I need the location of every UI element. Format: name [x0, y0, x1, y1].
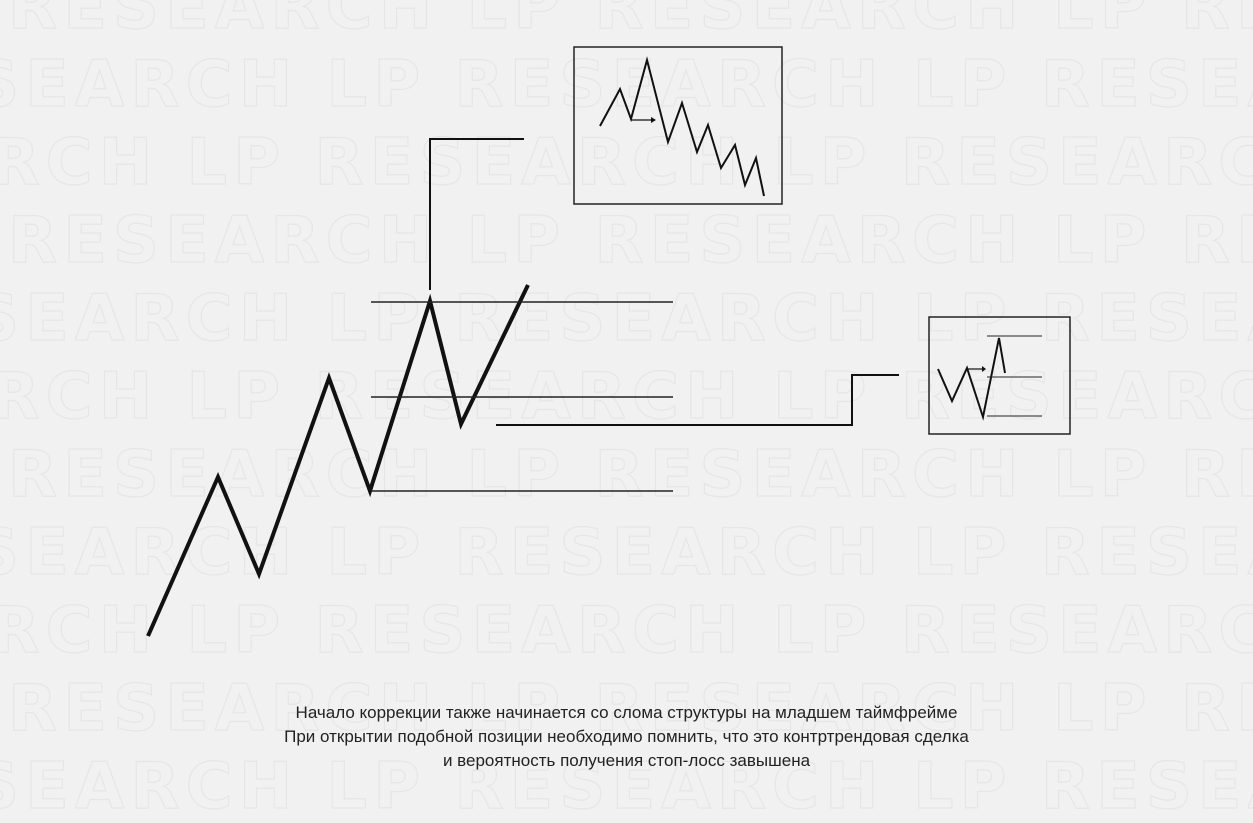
caption-block: Начало коррекции также начинается со сло… — [0, 701, 1253, 773]
inset-top-arrow-head — [651, 117, 656, 123]
main-price-zigzag — [146, 284, 530, 637]
connector-top — [429, 138, 524, 290]
connector-right — [496, 374, 899, 426]
inset-right-zigzag — [937, 337, 1006, 421]
inset-top-frame — [573, 46, 783, 205]
inset-right-arrow-head — [982, 366, 986, 372]
inset-right-frame — [928, 316, 1071, 435]
caption-line-3: и вероятность получения стоп-лосс завыше… — [442, 751, 811, 770]
caption-line-2: При открытии подобной позиции необходимо… — [284, 727, 969, 746]
inset-top-zigzag — [599, 56, 765, 197]
caption-line-1: Начало коррекции также начинается со сло… — [295, 703, 958, 722]
